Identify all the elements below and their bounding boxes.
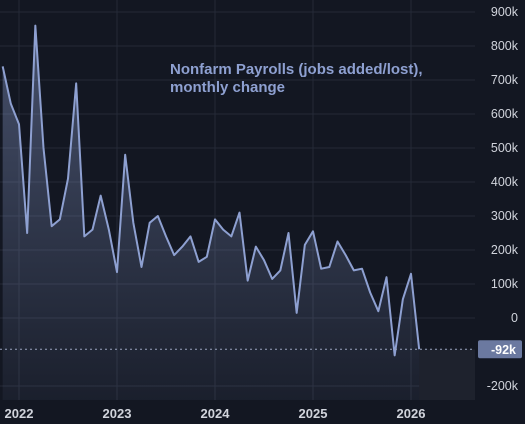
chart-title-line-2: monthly change [170,79,285,96]
y-tick-label: 300k [491,209,519,223]
x-tick-label: 2022 [5,406,34,421]
x-axis: 2022 2023 2024 2025 2026 [5,406,426,421]
x-tick-label: 2026 [397,406,426,421]
y-tick-label: 500k [491,141,519,155]
y-tick-label: 700k [491,73,519,87]
y-tick-label: 800k [491,39,519,53]
y-tick-label: 100k [491,277,519,291]
series-area [2,25,420,400]
x-tick-label: 2023 [103,406,132,421]
chart-title: Nonfarm Payrolls (jobs added/lost), mont… [170,61,427,96]
x-tick-label: 2024 [201,406,231,421]
series-line [1,24,421,357]
future-shade [419,349,475,400]
y-tick-label: 0 [511,311,518,325]
y-tick-label: 900k [491,5,519,19]
y-tick-label: 600k [491,107,519,121]
last-value-label: -92k [491,343,516,357]
last-value-box [478,340,522,359]
y-tick-label: 200k [491,243,519,257]
y-tick-label: 400k [491,175,519,189]
y-tick-label: -200k [487,379,519,393]
y-axis: 900k 800k 700k 600k 500k 400k 300k 200k 100k 0 -20… [487,5,519,393]
x-tick-label: 2025 [299,406,328,421]
chart-title-line-1: Nonfarm Payrolls (jobs added/lost), [170,61,423,78]
